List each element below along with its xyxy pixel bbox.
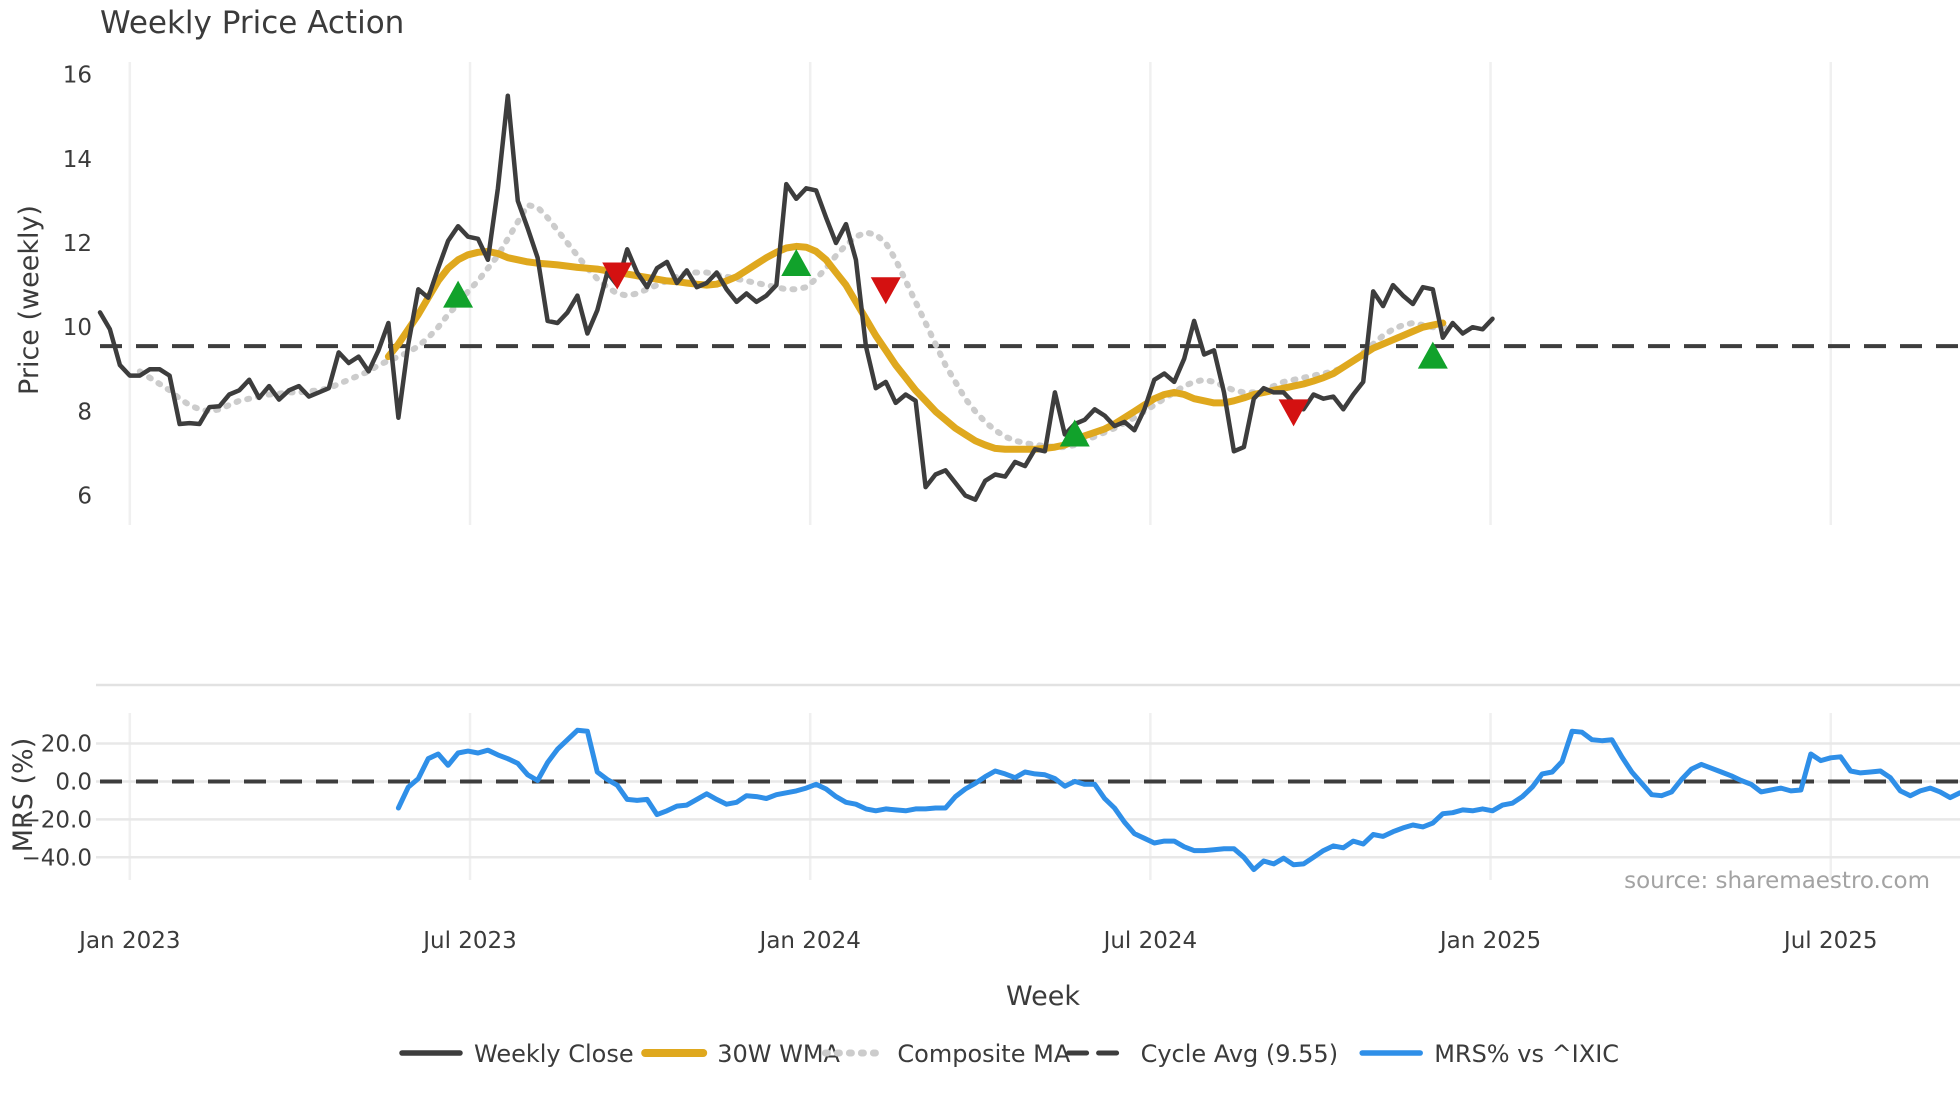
buy-signal-marker (1417, 341, 1448, 369)
mrs-y-tick: −40.0 (22, 845, 92, 871)
x-axis-tick: Jan 2024 (758, 928, 861, 954)
buy-signal-marker (443, 280, 474, 308)
buy-signal-marker (781, 249, 812, 277)
price-gridlines (128, 62, 1832, 525)
x-axis-label: Week (1006, 981, 1080, 1012)
legend-label: Weekly Close (474, 1040, 634, 1068)
mrs-y-tick: −20.0 (22, 807, 92, 833)
mrs-y-tick: 20.0 (41, 732, 92, 758)
legend-item: Composite MA (821, 1040, 1071, 1068)
signal-markers (443, 249, 1448, 447)
mrs-panel: 20.0 0.0 −20.0 −40.0 MRS (%) source: sharem… (8, 683, 1960, 894)
x-axis-tick: Jan 2025 (1438, 928, 1541, 954)
price-y-tick: 14 (63, 147, 92, 173)
legend-item: 30W WMA (641, 1040, 841, 1068)
price-y-tick: 16 (63, 63, 92, 89)
sell-signal-marker (870, 277, 901, 305)
x-axis-ticks: Jan 2023 Jul 2023 Jan 2024 Jul 2024 Jan 2025… (77, 928, 1877, 954)
price-y-tick: 6 (77, 484, 92, 510)
mrs-y-tick: 0.0 (55, 769, 92, 795)
price-y-axis-ticks: 16 14 12 10 8 6 (63, 63, 92, 510)
legend-item: MRS% vs ^IXIC (1359, 1040, 1619, 1068)
x-axis-tick: Jul 2024 (1102, 928, 1198, 954)
legend-label: MRS% vs ^IXIC (1434, 1040, 1619, 1068)
weekly-close-line (97, 93, 1495, 502)
x-axis-tick: Jan 2023 (77, 928, 180, 954)
sell-signal-marker (602, 262, 633, 290)
page-title: Weekly Price Action (100, 5, 404, 41)
legend-label: 30W WMA (717, 1040, 840, 1068)
price-y-tick: 12 (63, 231, 92, 257)
chart-legend: Weekly Close 30W WMA Composite MA Cycle Avg… (399, 1040, 1619, 1068)
legend-label: Composite MA (897, 1040, 1070, 1068)
price-y-tick: 10 (63, 315, 92, 341)
mrs-series-line (395, 727, 1960, 873)
x-axis-tick: Jul 2023 (421, 928, 517, 954)
mrs-y-axis-ticks: 20.0 0.0 −20.0 −40.0 (22, 732, 92, 872)
source-watermark: source: sharemaestro.com (1624, 868, 1930, 894)
legend-item: Weekly Close (399, 1040, 634, 1068)
legend-item: Cycle Avg (9.55) (1066, 1040, 1338, 1068)
buy-signal-marker (1059, 419, 1090, 447)
sell-signal-marker (1278, 399, 1309, 427)
price-panel: 16 14 12 10 8 6 Price (weekly) (14, 62, 1960, 525)
price-y-tick: 8 (77, 399, 92, 425)
legend-label: Cycle Avg (9.55) (1141, 1040, 1338, 1068)
composite-ma-line (136, 202, 1456, 451)
x-axis-tick: Jul 2025 (1782, 928, 1878, 954)
price-axis-label: Price (weekly) (14, 205, 45, 395)
mrs-axis-label: MRS (%) (8, 738, 39, 853)
